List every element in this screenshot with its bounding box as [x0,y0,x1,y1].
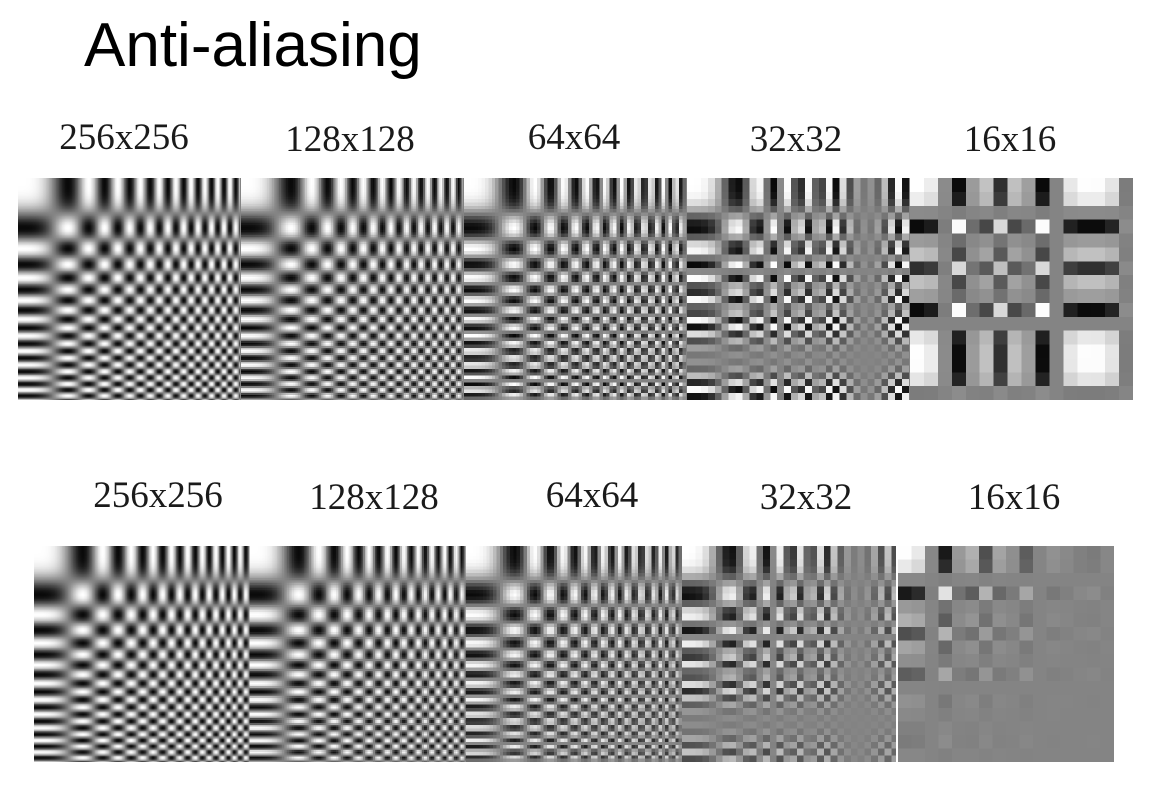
row2-label-128: 128x128 [309,477,439,518]
antialiased-image-strip [34,546,1114,762]
slide-title: Anti-aliasing [84,11,422,80]
row1-label-16: 16x16 [963,119,1057,160]
row2-label-32: 32x32 [759,477,853,518]
row1-label-32: 32x32 [749,119,843,160]
aliased-tile-64 [464,178,686,400]
antialiased-tile-128 [250,546,466,762]
antialiased-tile-16 [898,546,1114,762]
aliased-tile-128 [241,178,463,400]
antialiased-tile-32 [682,546,898,762]
row1-label-64: 64x64 [527,117,621,158]
row1-label-128: 128x128 [285,119,415,160]
aliased-tile-256 [18,178,240,400]
row2-label-64: 64x64 [545,475,639,516]
aliased-tile-16 [910,178,1133,400]
antialiased-tile-256 [34,546,250,762]
row1-label-256: 256x256 [59,117,189,158]
aliased-tile-32 [687,178,909,400]
tile-divider [896,546,898,762]
row2-label-256: 256x256 [93,475,223,516]
antialiased-tile-64 [466,546,682,762]
aliased-image-strip [18,178,1133,400]
row2-label-16: 16x16 [967,477,1061,518]
